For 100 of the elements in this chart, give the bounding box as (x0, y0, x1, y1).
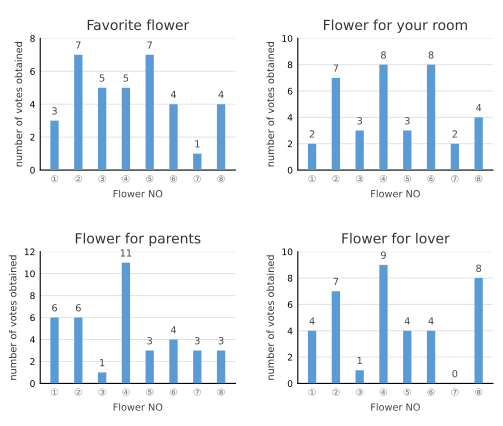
data-label: 8 (381, 51, 386, 59)
bar (379, 264, 388, 384)
data-label: 4 (170, 90, 176, 98)
data-label: 3 (404, 117, 410, 124)
y-tick-label: 2 (30, 358, 34, 365)
x-tick-label: ⑦ (451, 388, 459, 396)
data-label: 2 (310, 130, 314, 138)
x-tick-label: ⑤ (146, 388, 154, 396)
y-tick-label: 6 (30, 68, 35, 75)
y-tick-label: 0 (30, 380, 35, 387)
x-tick-label: ⑤ (404, 388, 411, 396)
bar (356, 370, 364, 384)
data-label: 1 (100, 359, 104, 366)
y-axis-title: number of votes obtained (8, 255, 16, 380)
x-tick-label: ⑥ (427, 388, 435, 396)
y-axis-title: number of votes obtained (266, 255, 274, 380)
x-tick-label: ④ (122, 388, 130, 396)
bar (332, 78, 340, 170)
y-tick-label: 2 (288, 354, 292, 360)
bar (332, 291, 340, 384)
data-label: 1 (358, 356, 362, 364)
data-label: 3 (357, 117, 362, 124)
x-tick-label: ⑧ (217, 175, 225, 182)
bar (169, 340, 178, 384)
data-label: 1 (195, 140, 200, 148)
x-tick-label: ⑥ (427, 175, 435, 182)
y-tick-label: 0 (30, 166, 35, 174)
y-tick-label: 2 (30, 134, 34, 141)
x-tick-label: ③ (356, 175, 364, 182)
x-tick-label: ⑥ (170, 388, 178, 396)
y-tick-label: 10 (282, 35, 292, 42)
y-axis-title: number of votes obtained (266, 42, 274, 166)
bar (122, 88, 130, 170)
bar (379, 64, 388, 170)
x-axis-title: Flower NO (114, 190, 162, 198)
x-tick-label: ⑤ (146, 175, 154, 182)
y-tick-label: 2 (288, 140, 292, 148)
bar (50, 120, 59, 170)
chart-title: Favorite flower (88, 19, 190, 30)
data-label: 7 (334, 278, 338, 286)
y-tick-label: 8 (288, 274, 292, 282)
data-label: 7 (334, 64, 338, 72)
x-axis-title: Flower NO (114, 403, 162, 411)
data-label: 4 (476, 104, 482, 112)
data-label: 4 (218, 90, 224, 98)
bar (146, 54, 154, 170)
data-label: 3 (147, 337, 152, 344)
bar (193, 350, 202, 384)
data-label: 5 (100, 74, 104, 82)
x-tick-label: ③ (98, 175, 106, 182)
y-tick-label: 4 (30, 101, 35, 108)
x-tick-label: ① (308, 388, 316, 396)
bar (403, 130, 412, 170)
x-tick-label: ⑤ (404, 175, 411, 182)
data-label: 6 (76, 304, 81, 312)
y-tick-label: 8 (288, 61, 292, 68)
bar (98, 372, 106, 384)
y-tick-label: 0 (288, 380, 292, 387)
y-tick-label: 6 (288, 301, 292, 308)
bar (426, 330, 436, 384)
bar (216, 350, 226, 384)
y-tick-label: 6 (30, 314, 35, 322)
chart-title: Flower for lover (342, 232, 450, 244)
x-tick-label: ⑥ (170, 175, 178, 182)
x-tick-label: ⑧ (475, 388, 482, 396)
x-tick-label: ① (308, 175, 316, 182)
bar (474, 117, 483, 170)
data-label: 4 (309, 317, 315, 325)
y-tick-label: 6 (288, 88, 292, 95)
x-tick-label: ⑦ (194, 388, 201, 396)
bar (122, 262, 130, 384)
data-label: 11 (120, 249, 132, 256)
data-label: 8 (428, 51, 434, 59)
data-label: 2 (452, 130, 457, 138)
bar (50, 318, 59, 384)
data-label: 4 (428, 317, 434, 325)
x-axis-title: Flower NO (371, 403, 420, 411)
bar (193, 154, 202, 170)
data-label: 4 (170, 326, 176, 334)
x-tick-label: ⑦ (451, 175, 459, 182)
x-tick-label: ② (332, 175, 340, 182)
data-label: 7 (76, 42, 81, 49)
x-tick-label: ④ (380, 175, 388, 182)
chart-title: Flower for parents (76, 232, 200, 246)
data-label: 8 (476, 264, 482, 272)
bar (403, 330, 412, 384)
x-tick-label: ⑧ (217, 388, 225, 396)
bar (450, 144, 460, 170)
x-tick-label: ⑧ (475, 175, 482, 182)
bar (356, 130, 364, 170)
bar (74, 318, 82, 384)
x-tick-label: ① (50, 388, 58, 396)
data-label: 3 (52, 107, 57, 115)
x-tick-label: ④ (122, 175, 130, 182)
y-tick-label: 10 (24, 270, 35, 278)
x-tick-label: ④ (380, 388, 388, 396)
x-axis-title: Flower NO (371, 190, 420, 198)
bar (216, 104, 226, 170)
y-axis-title: number of votes obtained (14, 42, 22, 166)
x-tick-label: ① (50, 175, 58, 182)
